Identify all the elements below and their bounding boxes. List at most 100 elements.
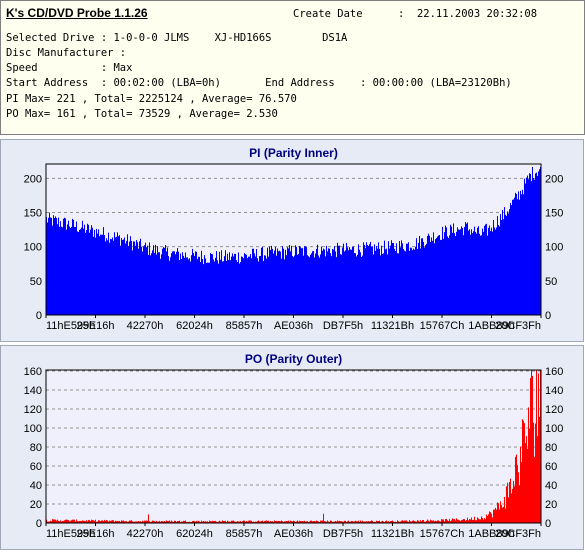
data-bar	[408, 521, 409, 523]
data-bar	[407, 521, 408, 523]
data-bar	[175, 254, 176, 315]
data-bar	[142, 520, 143, 523]
y-tick-label-right: 0	[545, 518, 551, 530]
data-bar	[348, 520, 349, 523]
data-bar	[162, 248, 163, 315]
data-bar	[175, 520, 176, 523]
data-bar	[280, 521, 281, 523]
data-bar	[448, 238, 449, 315]
data-bar	[427, 519, 428, 523]
data-bar	[168, 521, 169, 523]
data-bar	[440, 521, 441, 523]
data-bar	[334, 246, 335, 315]
data-bar	[441, 519, 442, 523]
data-bar	[195, 521, 196, 523]
data-bar	[62, 520, 63, 523]
data-bar	[51, 217, 52, 315]
data-bar	[265, 520, 266, 523]
data-bar	[471, 517, 472, 523]
data-bar	[284, 521, 285, 523]
data-bar	[59, 521, 60, 523]
data-bar	[319, 257, 320, 315]
data-bar	[338, 245, 339, 315]
data-bar	[395, 521, 396, 523]
data-bar	[253, 248, 254, 315]
data-bar	[514, 197, 515, 315]
data-bar	[475, 520, 476, 523]
data-bar	[258, 261, 259, 315]
data-bar	[419, 521, 420, 523]
data-bar	[536, 370, 537, 523]
data-bar	[163, 247, 164, 315]
data-bar	[314, 521, 315, 523]
data-bar	[218, 521, 219, 523]
data-bar	[100, 521, 101, 523]
data-bar	[141, 246, 142, 315]
data-bar	[349, 521, 350, 523]
data-bar	[274, 520, 275, 523]
data-bar	[238, 521, 239, 523]
data-bar	[506, 486, 507, 523]
data-bar	[370, 521, 371, 523]
data-bar	[148, 254, 149, 315]
data-bar	[209, 262, 210, 315]
data-bar	[293, 520, 294, 523]
data-bar	[303, 255, 304, 315]
data-bar	[463, 519, 464, 523]
data-bar	[482, 517, 483, 523]
data-bar	[440, 239, 441, 315]
data-bar	[509, 482, 510, 523]
data-bar	[119, 520, 120, 523]
data-bar	[516, 454, 517, 523]
data-bar	[316, 520, 317, 523]
data-bar	[115, 237, 116, 315]
data-bar	[480, 519, 481, 523]
data-bar	[513, 199, 514, 315]
data-bar	[299, 245, 300, 315]
data-bar	[393, 521, 394, 523]
data-bar	[517, 465, 518, 523]
data-bar	[402, 243, 403, 315]
data-bar	[424, 247, 425, 315]
data-bar	[359, 521, 360, 523]
data-bar	[476, 520, 477, 523]
data-bar	[79, 520, 80, 523]
data-bar	[252, 248, 253, 315]
data-bar	[322, 250, 323, 315]
data-bar	[483, 519, 484, 523]
data-bar	[538, 373, 539, 523]
y-tick-label-right: 150	[545, 208, 563, 220]
data-bar	[355, 253, 356, 315]
data-bar	[444, 521, 445, 523]
data-bar	[116, 236, 117, 315]
x-tick-label: 1ABB89h	[468, 528, 514, 540]
data-bar	[224, 520, 225, 523]
data-bar	[398, 253, 399, 315]
data-bar	[418, 242, 419, 315]
data-bar	[274, 250, 275, 315]
data-bar	[188, 259, 189, 315]
data-bar	[510, 478, 511, 523]
data-bar	[140, 238, 141, 315]
data-bar	[515, 456, 516, 523]
data-bar	[136, 521, 137, 523]
data-bar	[259, 521, 260, 523]
pi-summary-line: PI Max= 221 , Total= 2225124 , Average= …	[6, 93, 297, 105]
data-bar	[68, 520, 69, 523]
data-bar	[298, 253, 299, 315]
data-bar	[263, 261, 264, 315]
data-bar	[318, 521, 319, 523]
data-bar	[462, 519, 463, 523]
data-bar	[251, 520, 252, 523]
data-bar	[112, 237, 113, 315]
data-bar	[149, 521, 150, 523]
data-bar	[220, 521, 221, 523]
data-bar	[314, 257, 315, 315]
data-bar	[427, 235, 428, 315]
data-bar	[423, 519, 424, 523]
data-bar	[361, 257, 362, 315]
data-bar	[464, 519, 465, 523]
x-tick-label: 11hE599h	[46, 528, 95, 540]
data-bar	[371, 246, 372, 315]
data-bar	[511, 205, 512, 315]
